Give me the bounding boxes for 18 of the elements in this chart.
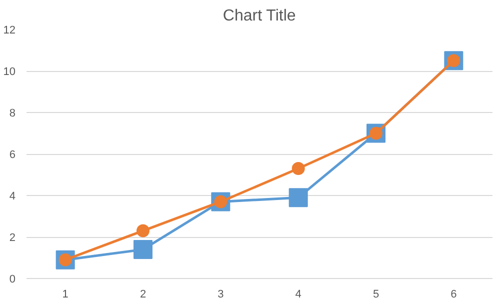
- point: [288, 188, 308, 208]
- y-tick-label: 4: [9, 190, 16, 202]
- point: [292, 162, 305, 176]
- x-tick-label: 4: [295, 288, 302, 300]
- x-tick-label: 6: [450, 288, 457, 300]
- y-tick-label: 6: [9, 149, 16, 161]
- x-tick-label: 3: [218, 288, 224, 300]
- point: [134, 240, 152, 259]
- chart-title: Chart Title: [222, 8, 296, 24]
- y-tick-label: 10: [3, 66, 16, 78]
- y-tick-label: 2: [9, 232, 16, 244]
- x-tick-label: 2: [140, 288, 146, 300]
- y-tick-label: 12: [3, 24, 16, 36]
- x-tick-label: 5: [372, 288, 380, 300]
- point: [136, 224, 150, 238]
- y-tick-label: 8: [9, 108, 16, 120]
- x-tick-label: 1: [62, 288, 68, 300]
- y-tick-label: 0: [9, 274, 16, 286]
